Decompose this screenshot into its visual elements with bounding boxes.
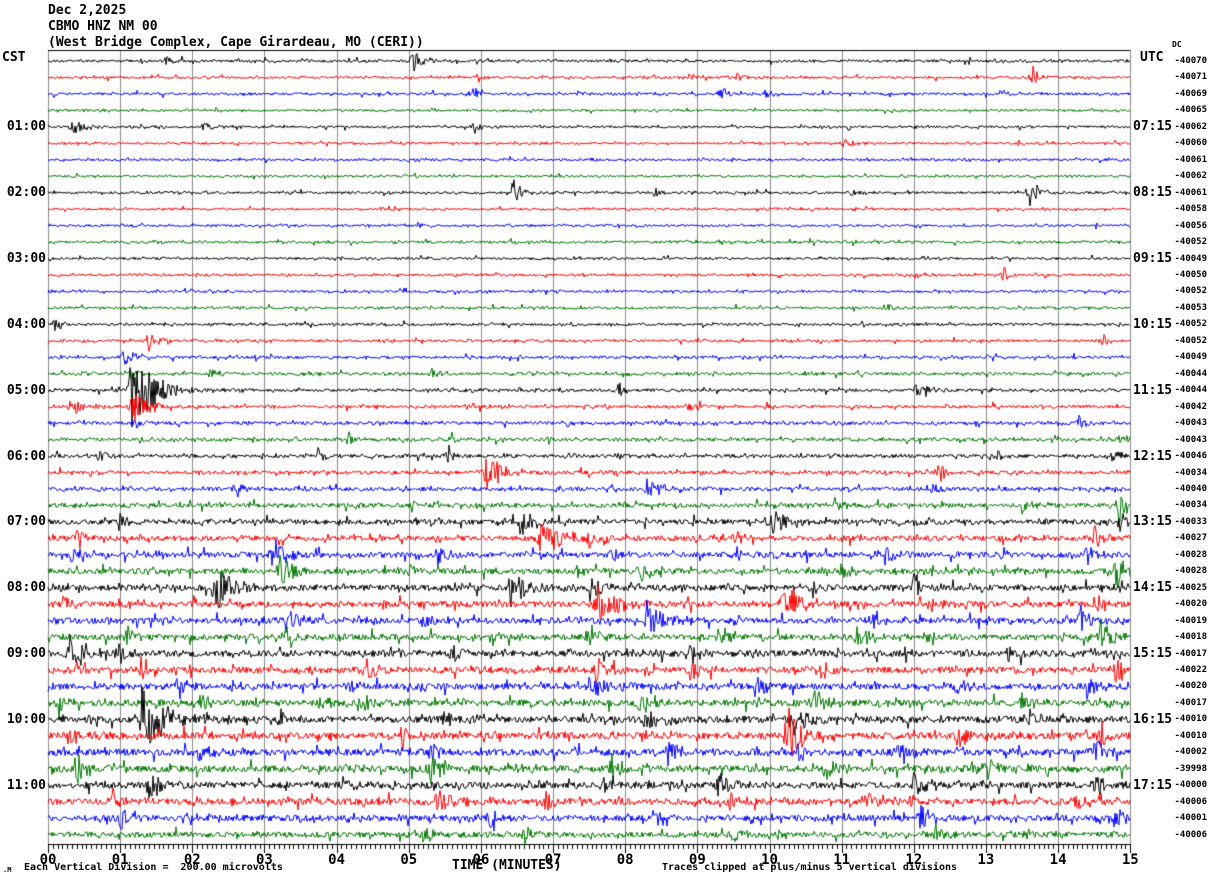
x-axis-tick-label: 14 [1049, 852, 1067, 868]
utc-time-label: 10:15 [1133, 316, 1173, 332]
utc-time-label: 14:15 [1133, 580, 1173, 596]
dc-offset-value: -40002 [1174, 747, 1207, 758]
x-axis-tick-label: 08 [616, 852, 634, 868]
x-axis-tick-label: 06 [472, 852, 490, 868]
right-timezone-header: UTC [1140, 50, 1164, 65]
x-axis-title: TIME (MINUTES) [452, 858, 562, 873]
dc-offset-value: -40062 [1174, 171, 1207, 182]
cst-time-label: 11:00 [6, 777, 46, 793]
x-axis-tick-label: 01 [111, 852, 129, 868]
dc-offset-value: -40065 [1174, 105, 1207, 116]
utc-time-label: 11:15 [1133, 382, 1173, 398]
x-axis-tick-label: 11 [833, 852, 851, 868]
dc-offset-value: -40052 [1174, 319, 1207, 330]
x-axis-tick-label: 04 [328, 852, 346, 868]
dc-offset-value: -40033 [1174, 516, 1207, 527]
cst-time-label: 02:00 [6, 185, 46, 201]
x-axis-tick-label: 09 [688, 852, 706, 868]
dc-offset-value: -40019 [1174, 615, 1207, 626]
dc-offset-value: -40025 [1174, 582, 1207, 593]
dc-offset-value: -40043 [1174, 418, 1207, 429]
dc-offset-value: -40020 [1174, 681, 1207, 692]
x-axis-tick-label: 15 [1121, 852, 1139, 868]
dc-offset-value: -40061 [1174, 154, 1207, 165]
dc-offset-value: -40020 [1174, 599, 1207, 610]
cst-time-label: 06:00 [6, 448, 46, 464]
x-axis-tick-label: 12 [905, 852, 923, 868]
cst-time-label: 07:00 [6, 514, 46, 530]
x-axis-tick-label: 07 [544, 852, 562, 868]
dc-offset-value: -40061 [1174, 187, 1207, 198]
dc-offset-value: -40044 [1174, 368, 1207, 379]
x-axis-tick-label: 13 [977, 852, 995, 868]
vertical-division-note: Each Vertical Division = 200.00 microvol… [24, 862, 283, 873]
dc-offset-value: -40050 [1174, 269, 1207, 280]
cst-time-label: 01:00 [6, 119, 46, 135]
dc-offset-value: -40017 [1174, 648, 1207, 659]
utc-time-label: 09:15 [1133, 251, 1173, 267]
station-location: (West Bridge Complex, Cape Girardeau, MO… [48, 35, 424, 50]
dc-offset-value: -40006 [1174, 796, 1207, 807]
dc-offset-value: -40001 [1174, 813, 1207, 824]
plot-date: Dec 2,2025 [48, 3, 127, 18]
dc-offset-value: -40062 [1174, 121, 1207, 132]
cst-time-label: 04:00 [6, 316, 46, 332]
dc-offset-value: -40056 [1174, 220, 1207, 231]
dc-offset-value: -40044 [1174, 385, 1207, 396]
cst-time-label: 09:00 [6, 646, 46, 662]
dc-offset-value: -40070 [1174, 56, 1207, 66]
dc-offset-value: -40052 [1174, 335, 1207, 346]
utc-time-label: 16:15 [1133, 711, 1173, 727]
utc-time-label: 07:15 [1133, 119, 1173, 135]
x-axis-tick-label: 02 [183, 852, 201, 868]
dc-offset-value: -40027 [1174, 533, 1207, 544]
clipping-note: Traces clipped at plus/minus 5 vertical … [662, 862, 958, 873]
station-id: CBMO HNZ NM 00 [48, 19, 158, 34]
dc-offset-value: -40028 [1174, 566, 1207, 577]
dc-offset-value: -40049 [1174, 253, 1207, 264]
dc-offset-value: -40052 [1174, 286, 1207, 297]
dc-offset-value: -40006 [1174, 829, 1207, 840]
dc-offset-value: -40028 [1174, 549, 1207, 560]
dc-offset-header: DC [1172, 40, 1182, 49]
cst-time-label: 03:00 [6, 251, 46, 267]
dc-offset-value: -40046 [1174, 451, 1207, 462]
dc-offset-value: -40060 [1174, 138, 1207, 149]
dc-offset-value: -40058 [1174, 204, 1207, 215]
utc-time-label: 13:15 [1133, 514, 1173, 530]
dc-offset-value: -39998 [1174, 763, 1207, 774]
x-axis-tick-label: 03 [256, 852, 273, 868]
dc-offset-value: -40069 [1174, 88, 1207, 99]
utc-time-label: 08:15 [1133, 185, 1173, 201]
cst-time-label: 05:00 [6, 382, 46, 398]
dc-offset-value: -40018 [1174, 632, 1207, 643]
dc-offset-value: -40017 [1174, 697, 1207, 708]
left-timezone-header: CST [2, 50, 26, 65]
cst-time-label: 08:00 [6, 580, 46, 596]
dc-offset-value: -40010 [1174, 714, 1207, 725]
corner-mark: .M [3, 866, 12, 874]
dc-offset-value: -40071 [1174, 72, 1207, 83]
dc-offset-value: -40049 [1174, 352, 1207, 363]
x-axis-tick-label: 10 [761, 852, 778, 868]
dc-offset-value: -40042 [1174, 401, 1207, 412]
dc-offset-value: -40053 [1174, 302, 1207, 313]
dc-offset-value: -40052 [1174, 237, 1207, 248]
dc-offset-value: -40034 [1174, 500, 1207, 511]
dc-offset-value: -40022 [1174, 665, 1207, 676]
utc-time-label: 15:15 [1133, 646, 1173, 662]
dc-offset-value: -40043 [1174, 434, 1207, 445]
utc-time-label: 17:15 [1133, 777, 1173, 793]
dc-offset-value: -40040 [1174, 483, 1207, 494]
dc-offset-value: -40000 [1174, 780, 1207, 791]
dc-offset-value: -40034 [1174, 467, 1207, 478]
dc-offset-value: -40010 [1174, 730, 1207, 741]
cst-time-label: 10:00 [6, 711, 46, 727]
utc-time-label: 12:15 [1133, 448, 1173, 464]
x-axis-tick-label: 00 [39, 852, 57, 868]
x-axis-tick-label: 05 [400, 852, 418, 868]
